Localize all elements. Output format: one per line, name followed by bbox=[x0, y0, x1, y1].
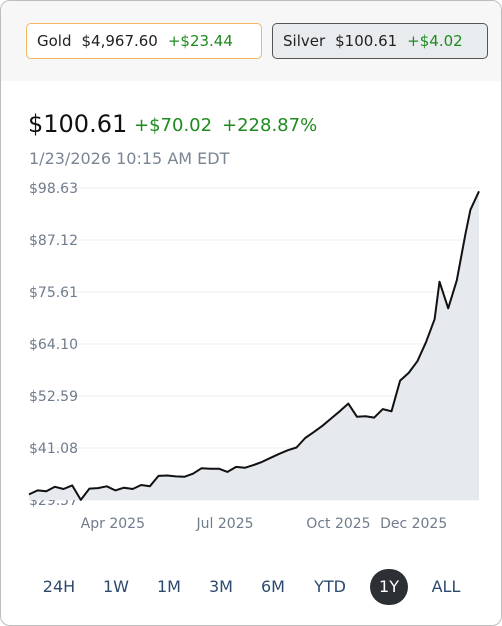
x-tick-label: Jul 2025 bbox=[196, 516, 254, 532]
y-tick-label: $98.63 bbox=[29, 181, 78, 197]
y-tick-label: $64.10 bbox=[29, 337, 78, 353]
y-tick-label: $87.12 bbox=[29, 233, 78, 249]
y-tick-label: $75.61 bbox=[29, 285, 78, 301]
metal-tab-name: Silver bbox=[283, 32, 326, 50]
current-price: $100.61 bbox=[28, 110, 128, 138]
metal-tab-change: +$4.02 bbox=[407, 32, 463, 50]
x-tick-label: Apr 2025 bbox=[81, 516, 145, 532]
range-selector: 24H 1W 1M 3M 6M YTD 1Y ALL bbox=[1, 569, 501, 605]
range-button-1m[interactable]: 1M bbox=[157, 577, 181, 596]
metal-tabs-bar: Gold $4,967.60 +$23.44 Silver $100.61 +$… bbox=[1, 1, 501, 81]
series-line bbox=[28, 190, 480, 501]
metal-tab-change: +$23.44 bbox=[167, 32, 233, 50]
range-button-1w[interactable]: 1W bbox=[103, 577, 129, 596]
metal-tab-price: $100.61 bbox=[335, 32, 398, 50]
metal-tab-gold[interactable]: Gold $4,967.60 +$23.44 bbox=[26, 23, 262, 59]
chart-area bbox=[29, 191, 479, 501]
range-button-24h[interactable]: 24H bbox=[42, 577, 76, 596]
range-button-3m[interactable]: 3M bbox=[209, 577, 233, 596]
y-tick-label: $52.59 bbox=[29, 389, 78, 405]
range-button-1y[interactable]: 1Y bbox=[370, 569, 408, 605]
metal-tab-name: Gold bbox=[37, 32, 72, 50]
range-button-ytd[interactable]: YTD bbox=[314, 577, 346, 596]
x-tick-label: Oct 2025 bbox=[306, 516, 370, 532]
metal-tab-silver[interactable]: Silver $100.61 +$4.02 bbox=[272, 23, 488, 59]
range-button-all[interactable]: ALL bbox=[431, 577, 461, 596]
price-chart[interactable]: $98.63$87.12$75.61$64.10$52.59$41.08$29.… bbox=[1, 171, 501, 551]
y-tick-label: $41.08 bbox=[29, 441, 78, 457]
price-change: +$70.02 bbox=[134, 115, 213, 136]
x-tick-label: Dec 2025 bbox=[380, 516, 447, 532]
price-change-percent: +228.87% bbox=[222, 115, 318, 136]
price-timestamp: 1/23/2026 10:15 AM EDT bbox=[29, 149, 230, 168]
range-button-6m[interactable]: 6M bbox=[261, 577, 285, 596]
metal-tab-price: $4,967.60 bbox=[81, 32, 158, 50]
